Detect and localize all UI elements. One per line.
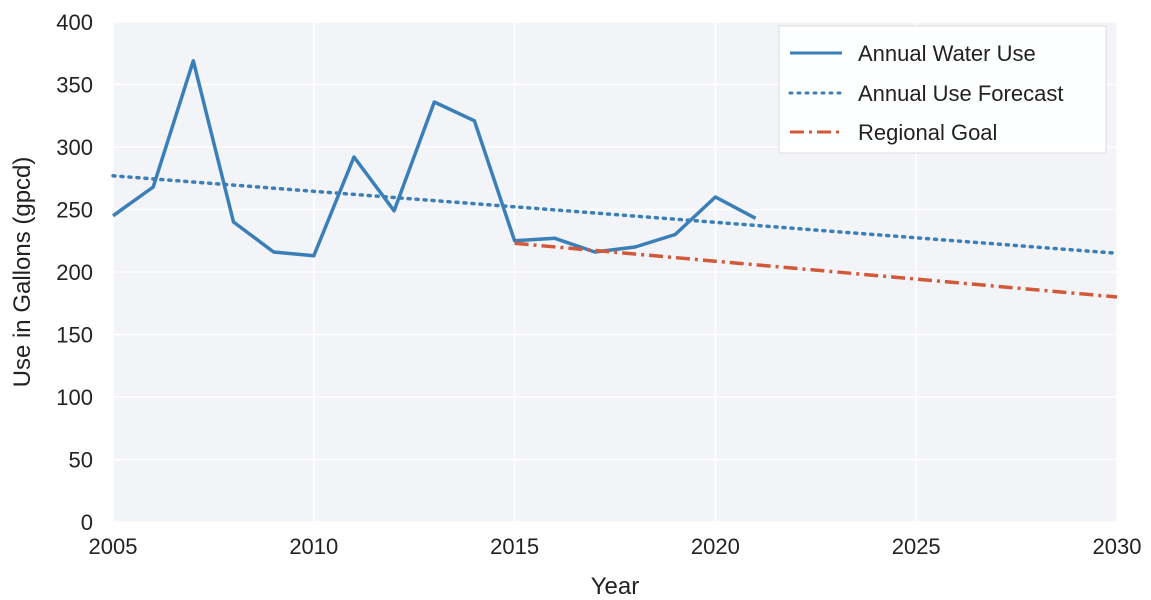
tick-labels: 2005 2010 2015 2020 2025 2030 0 50 100 150 200 250 3… bbox=[56, 10, 1141, 559]
legend-box bbox=[778, 25, 1107, 154]
legend-label-annual-use-forecast: Annual Use Forecast bbox=[858, 81, 1063, 106]
x-tick-label: 2015 bbox=[490, 534, 539, 559]
y-tick-label: 250 bbox=[56, 198, 93, 223]
x-tick-label: 2030 bbox=[1093, 534, 1142, 559]
y-tick-label: 100 bbox=[56, 385, 93, 410]
y-axis-title: Use in Gallons (gpcd) bbox=[9, 157, 36, 388]
x-tick-label: 2020 bbox=[691, 534, 740, 559]
y-tick-label: 50 bbox=[69, 448, 93, 473]
legend-label-regional-goal: Regional Goal bbox=[858, 120, 997, 145]
x-tick-label: 2025 bbox=[892, 534, 941, 559]
y-tick-label: 150 bbox=[56, 323, 93, 348]
grid bbox=[112, 21, 1118, 523]
x-axis-title: Year bbox=[591, 573, 640, 600]
y-tick-label: 350 bbox=[56, 73, 93, 98]
y-tick-label: 400 bbox=[56, 10, 93, 35]
y-tick-label: 300 bbox=[56, 135, 93, 160]
x-tick-label: 2010 bbox=[289, 534, 338, 559]
legend: Annual Water Use Annual Use Forecast Reg… bbox=[778, 25, 1107, 154]
x-tick-label: 2005 bbox=[89, 534, 138, 559]
series-line-annual-use-forecast bbox=[111, 174, 1119, 256]
series-lines bbox=[111, 59, 1119, 299]
y-tick-label: 0 bbox=[81, 510, 93, 535]
legend-label-annual-water-use: Annual Water Use bbox=[858, 41, 1036, 66]
y-tick-label: 200 bbox=[56, 260, 93, 285]
series-line-regional-goal bbox=[514, 241, 1118, 299]
